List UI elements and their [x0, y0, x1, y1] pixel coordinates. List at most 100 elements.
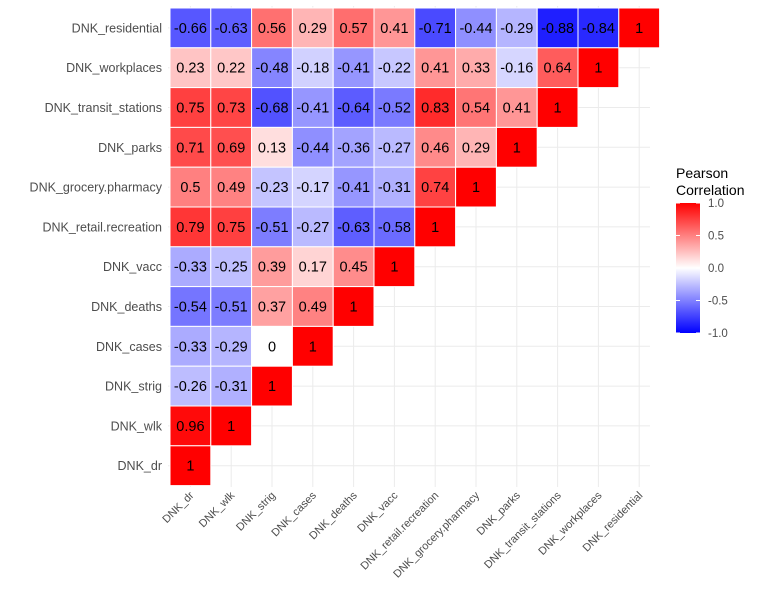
heatmap-cell: [577, 47, 620, 89]
cell-value-label: 1: [186, 459, 194, 475]
heatmap-cell: [210, 405, 253, 447]
heatmap-cell: [291, 7, 334, 49]
heatmap-cell: [291, 166, 334, 208]
legend-ticks: 1.0 0.5 0.0 -0.5 -1.0: [676, 198, 728, 340]
heatmap-cell: [210, 286, 253, 327]
heatmap-cell: [536, 47, 579, 89]
heatmap-cell: [332, 166, 375, 208]
y-tick-label: DNK_transit_stations: [45, 101, 162, 115]
cell-value-label: -0.88: [541, 21, 574, 37]
heatmap-cell: [495, 87, 538, 128]
heatmap-cell: [332, 87, 375, 128]
heatmap-cell: [455, 47, 497, 89]
cell-value-label: -0.58: [378, 220, 411, 236]
heatmap-cell: [455, 87, 497, 128]
heatmap-cell: [536, 87, 579, 128]
y-tick-label: DNK_residential: [72, 21, 162, 35]
heatmap-cell: [414, 87, 457, 128]
heatmap-cell: [169, 47, 212, 89]
cell-value-label: -0.51: [255, 220, 288, 236]
cell-value-label: -0.31: [378, 180, 411, 196]
cell-value-label: -0.33: [174, 339, 207, 355]
cell-value-label: 1: [635, 21, 643, 37]
heatmap-cell: [291, 286, 334, 327]
cell-value-label: 0.79: [176, 220, 204, 236]
cell-value-label: 0.5: [180, 180, 200, 196]
legend-title-line-2: Correlation: [676, 182, 744, 198]
y-tick-label: DNK_retail.recreation: [43, 220, 163, 234]
cell-value-label: 1: [554, 101, 562, 117]
heatmap-cell: [210, 365, 253, 407]
cell-value-label: 0.49: [299, 300, 327, 316]
heatmap-cell: [495, 126, 538, 168]
heatmap-cell: [251, 206, 293, 248]
y-tick-label: DNK_strig: [105, 380, 162, 394]
heatmap-cell: [373, 206, 416, 248]
cell-value-label: 1: [309, 339, 317, 355]
cell-value-label: -0.41: [337, 61, 370, 77]
cell-value-label: 0.37: [258, 300, 286, 316]
cell-value-label: 0.22: [217, 61, 245, 77]
cell-value-label: -0.63: [215, 21, 248, 37]
cell-value-label: 1: [390, 260, 398, 276]
color-legend: Pearson Correlation 1.0 0.5 0.0 -0.5 -1.0: [676, 165, 744, 340]
heatmap-cell: [332, 246, 375, 288]
cell-value-label: 0.41: [421, 61, 449, 77]
heatmap-cell: [455, 7, 497, 49]
heatmap-cell: [169, 445, 212, 487]
cell-value-label: 0.73: [217, 101, 245, 117]
cell-value-label: -0.84: [582, 21, 615, 37]
cell-value-label: 0.46: [421, 140, 449, 156]
y-tick-label: DNK_workplaces: [66, 61, 162, 75]
cell-value-label: -0.27: [378, 140, 411, 156]
heatmap-cell: [373, 47, 416, 89]
heatmap-cell: [291, 246, 334, 288]
cell-value-label: -0.41: [296, 101, 329, 117]
cell-value-label: 0.71: [176, 140, 204, 156]
cell-value-label: 0.75: [176, 101, 204, 117]
heatmap-cell: [414, 7, 457, 49]
heatmap-cell: [251, 87, 293, 128]
cell-value-label: 1: [431, 220, 439, 236]
cell-value-label: 1: [472, 180, 480, 196]
cell-value-label: 0.64: [543, 61, 571, 77]
heatmap-cell: [495, 7, 538, 49]
y-tick-label: DNK_wlk: [111, 419, 163, 433]
heatmap-cell: [251, 166, 293, 208]
heatmap-cell: [332, 286, 375, 327]
cell-value-label: -0.29: [215, 339, 248, 355]
cell-value-label: 0.23: [176, 61, 204, 77]
cell-value-label: 1: [350, 300, 358, 316]
cell-value-label: -0.26: [174, 379, 207, 395]
heatmap-cell: [414, 166, 457, 208]
cell-value-label: -0.48: [255, 61, 288, 77]
heatmap-cell: [332, 7, 375, 49]
cell-value-label: -0.33: [174, 260, 207, 276]
cell-value-label: -0.25: [215, 260, 248, 276]
legend-tick-label: -0.5: [708, 296, 728, 308]
cell-value-label: -0.18: [296, 61, 329, 77]
cell-value-label: -0.44: [459, 21, 492, 37]
y-tick-label: DNK_grocery.pharmacy: [30, 181, 163, 195]
cell-value-label: 0.29: [462, 140, 490, 156]
cell-value-label: -0.29: [500, 21, 533, 37]
cell-value-label: -0.66: [174, 21, 207, 37]
cell-value-label: -0.31: [215, 379, 248, 395]
cell-value-label: 0: [268, 339, 276, 355]
heatmap-cell: [251, 7, 293, 49]
y-tick-label: DNK_deaths: [91, 300, 162, 314]
heatmap-cell: [618, 7, 661, 49]
cell-value-label: 0.41: [503, 101, 531, 117]
y-tick-label: DNK_dr: [118, 459, 162, 473]
y-axis-labels: DNK_dr DNK_wlk DNK_strig DNK_cases DNK_death…: [30, 21, 163, 473]
heatmap-cell: [455, 166, 497, 208]
y-tick-label: DNK_vacc: [103, 260, 162, 274]
cell-value-label: -0.71: [419, 21, 452, 37]
cell-value-label: -0.22: [378, 61, 411, 77]
cell-value-label: 0.69: [217, 140, 245, 156]
cell-value-label: -0.36: [337, 140, 370, 156]
cell-value-label: 0.83: [421, 101, 449, 117]
cell-value-label: -0.51: [215, 300, 248, 316]
legend-tick-label: -1.0: [708, 328, 728, 340]
